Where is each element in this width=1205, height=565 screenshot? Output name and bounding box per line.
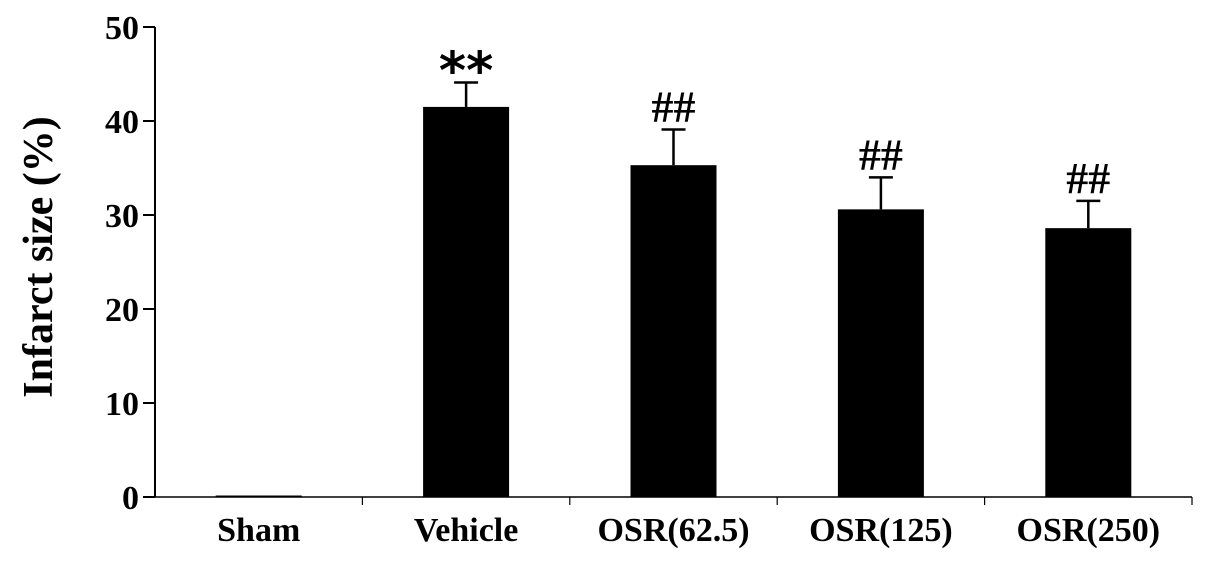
bar-3 (837, 209, 924, 498)
y-tick-label: 0 (122, 480, 139, 517)
bar-0 (215, 495, 302, 497)
category-label-3: OSR(125) (809, 512, 953, 549)
bar-4 (1045, 228, 1132, 497)
y-axis-title: Infarct size (%) (16, 116, 62, 397)
y-tick-label: 20 (105, 292, 139, 329)
category-label-1: Vehicle (414, 512, 519, 549)
y-tick-label: 10 (105, 386, 139, 423)
annotation-4: ## (1066, 154, 1110, 203)
category-label-2: OSR(62.5) (597, 512, 749, 549)
y-tick-label: 30 (105, 198, 139, 235)
bar-2 (630, 165, 717, 497)
annotation-2: ## (652, 82, 696, 131)
y-tick-label: 40 (105, 104, 139, 141)
y-tick-label: 50 (105, 10, 139, 47)
category-label-0: Sham (217, 512, 300, 549)
annotation-3: ## (859, 130, 903, 179)
category-label-4: OSR(250) (1017, 512, 1161, 549)
bar-1 (423, 106, 510, 498)
annotation-1: ** (439, 41, 493, 101)
